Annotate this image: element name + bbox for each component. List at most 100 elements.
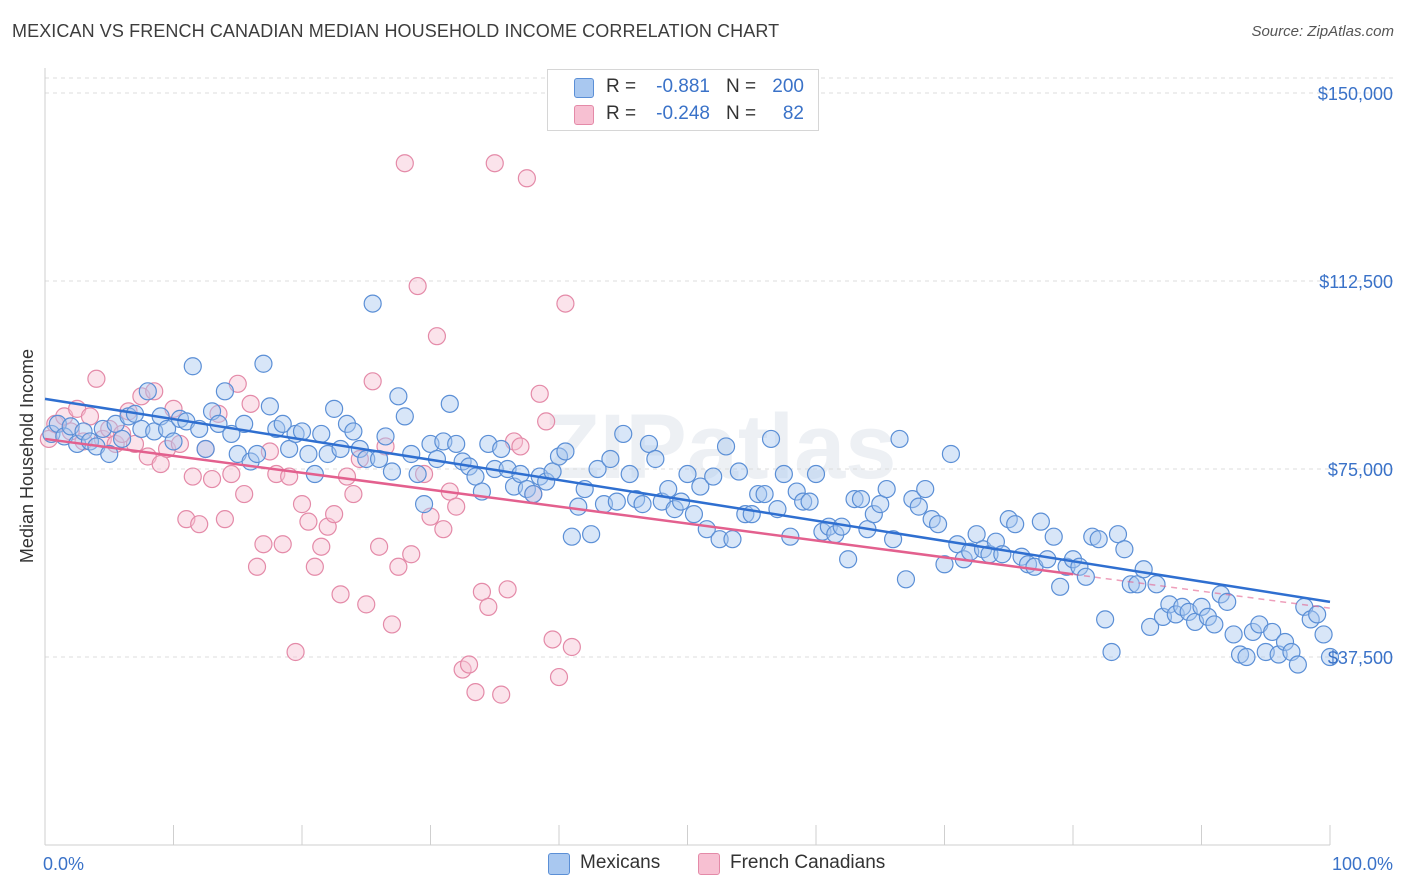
french-canadians-swatch — [698, 853, 720, 875]
mexicans-point — [1308, 605, 1327, 624]
mexicans-point — [112, 429, 132, 449]
legend-row-mexicans: R = -0.881 N = 200 — [548, 74, 818, 100]
french-canadians-point — [492, 685, 511, 704]
french-canadians-point — [479, 597, 498, 616]
mexicans-point — [414, 495, 434, 514]
french-canadians-point — [222, 464, 241, 484]
correlation-legend: R = -0.881 N = 200 R = -0.248 N = 82 — [547, 69, 819, 131]
french-canadians-swatch — [574, 105, 594, 125]
french-canadians-point — [517, 169, 536, 188]
mexicans-point — [1128, 575, 1147, 594]
french-canadians-point — [434, 520, 453, 539]
french-canadians-point — [299, 512, 318, 531]
mexicans-point — [273, 414, 292, 434]
mexicans-point — [395, 407, 414, 426]
french-canadians-point — [202, 469, 222, 489]
mexicans-point — [588, 459, 607, 479]
mexicans-point — [1198, 607, 1218, 627]
mexicans-point — [1006, 515, 1025, 534]
mexicans-point — [1192, 597, 1211, 616]
mexicans-point — [839, 550, 858, 569]
french-canadians-point — [389, 557, 408, 576]
mexicans-point — [1134, 560, 1153, 579]
mexicans-point — [633, 495, 652, 514]
french-canadians-point — [357, 595, 376, 614]
mexicans-point — [1320, 647, 1340, 667]
mexicans-point — [774, 464, 793, 484]
mexicans-point — [402, 444, 421, 464]
mexicans-point — [556, 442, 575, 461]
french-canadians-point — [537, 412, 556, 431]
french-canadians-point — [305, 557, 324, 576]
r-value: -0.248 — [656, 103, 710, 124]
mexicans-point — [1121, 575, 1140, 594]
french-canadians-point — [427, 327, 447, 346]
mexicans-point — [138, 382, 157, 401]
mexicans-point — [967, 525, 986, 544]
mexicans-point — [325, 399, 344, 418]
french-canadians-point — [511, 437, 530, 456]
french-canadians-point — [556, 294, 575, 313]
french-canadians-point — [370, 537, 389, 556]
mexicans-point — [408, 464, 427, 484]
mexicans-point — [601, 449, 620, 469]
french-canadians-point — [459, 655, 479, 674]
mexicans-point — [492, 439, 511, 459]
n-value: 200 — [772, 76, 804, 97]
mexicans-point — [1218, 592, 1237, 611]
french-canadians-point — [292, 495, 312, 514]
mexicans-point — [1275, 632, 1295, 652]
french-canadians-point — [241, 394, 260, 413]
french-canadians-point — [472, 582, 491, 601]
mexicans-point — [916, 479, 935, 499]
french-canadians-point — [112, 424, 132, 444]
mexicans-point — [1224, 625, 1243, 644]
french-canadians-point — [87, 369, 106, 388]
mexicans-point — [787, 482, 806, 501]
mexicans-point — [646, 449, 665, 469]
mexicans-point — [337, 414, 357, 434]
axes — [44, 68, 1331, 846]
mexicans-point — [1263, 622, 1282, 642]
mexicans-point — [1051, 577, 1070, 596]
french-canadians-point — [145, 382, 164, 401]
mexicans-point — [247, 444, 267, 464]
mexicans-point — [890, 429, 909, 449]
french-canadians-point — [543, 630, 562, 649]
french-canadians-point — [350, 449, 369, 469]
mexicans-point — [704, 467, 723, 486]
mexicans-point — [665, 500, 684, 519]
mexicans-point — [678, 464, 697, 484]
mexicans-point — [710, 530, 729, 549]
french-canadians-point — [344, 484, 363, 504]
french-canadians-point — [325, 505, 344, 524]
mexicans-point — [742, 505, 761, 524]
mexicans-point — [928, 515, 948, 534]
series-legend: Mexicans French Canadians — [0, 852, 1406, 878]
trend-lines — [44, 397, 1331, 609]
french-canadians-point — [151, 454, 170, 474]
y-tick-label: $150,000 — [1318, 84, 1393, 104]
mexicans-point — [716, 437, 736, 456]
mexicans-point — [389, 387, 408, 406]
mexicans-point — [845, 489, 864, 509]
y-axis-title: Median Household Income — [17, 349, 37, 563]
mexicans-point — [851, 489, 871, 509]
french-canadians-point — [312, 537, 331, 556]
mexicans-point — [935, 555, 954, 574]
mexicans-point — [299, 444, 318, 464]
mexicans-point — [800, 492, 819, 511]
r-label: R = — [606, 103, 637, 124]
axis-labels: $37,500 $75,000 $112,500 $150,000 0.0% 100.0%… — [17, 84, 1393, 874]
mexicans-swatch — [574, 78, 594, 98]
mexicans-point — [749, 484, 768, 504]
gridlines — [45, 77, 1395, 658]
mexicans-point — [1031, 512, 1050, 531]
mexicans-point — [659, 479, 678, 499]
mexicans-point — [562, 527, 581, 546]
mexicans-point — [582, 525, 601, 544]
french-canadians-trend-line — [44, 437, 1074, 576]
mexicans-point — [1102, 642, 1121, 662]
french-canadians-point — [286, 642, 305, 662]
french-canadians-point — [402, 545, 421, 564]
